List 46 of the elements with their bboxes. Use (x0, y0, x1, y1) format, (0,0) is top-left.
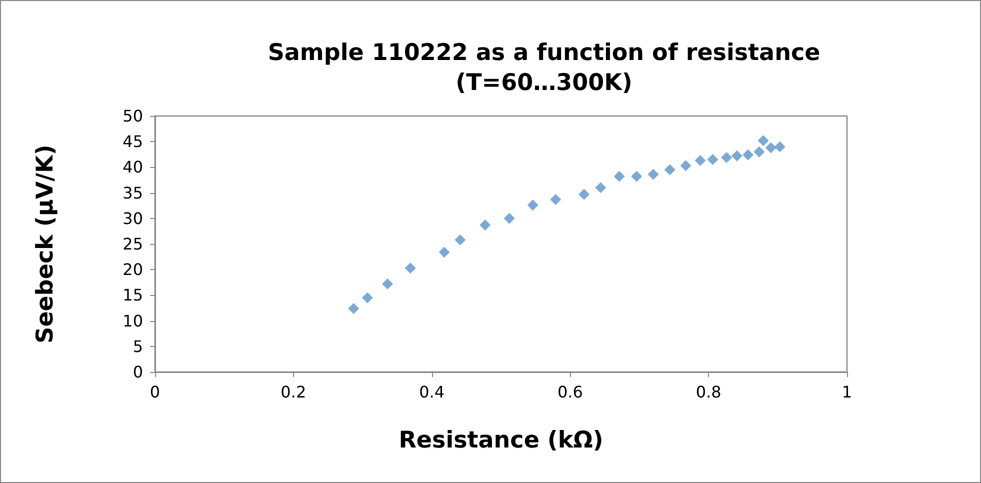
point (774, 141, 786, 152)
point (694, 155, 706, 166)
x-tick-label: 0.8 (696, 382, 722, 402)
point (504, 212, 515, 224)
point (348, 303, 360, 314)
point (648, 168, 659, 180)
point (721, 152, 732, 163)
x-tick-label: 1 (842, 382, 852, 402)
y-axis-title: Seebeck (µV/K) (32, 144, 58, 344)
point (578, 188, 590, 200)
point (438, 246, 450, 258)
point (765, 142, 776, 154)
point (454, 234, 466, 246)
point (754, 146, 765, 158)
point (631, 170, 642, 182)
x-tick-label: 0.6 (557, 382, 583, 402)
y-tick-label: 45 (122, 132, 143, 152)
y-tick-label: 30 (122, 208, 143, 228)
point (595, 182, 606, 194)
point (731, 150, 742, 162)
y-tick-label: 0 (132, 362, 143, 382)
x-tick-label: 0 (150, 382, 160, 402)
point (707, 154, 718, 166)
chart-title: Sample 110222 as a function of resistance (T=60…300K) (268, 40, 820, 96)
y-tick-label: 35 (122, 183, 143, 202)
point (758, 135, 769, 146)
y-tick-label: 25 (122, 234, 143, 254)
y-tick-label: 40 (122, 158, 143, 177)
x-axis-title: Resistance (kΩ) (398, 428, 604, 454)
x-tick-label: 0.2 (280, 382, 306, 402)
point (550, 194, 562, 205)
y-tick-label: 50 (122, 106, 143, 126)
point (614, 170, 625, 182)
y-tick-label: 20 (122, 260, 143, 280)
x-tick-label: 0.4 (419, 382, 445, 402)
point (362, 292, 373, 304)
point (664, 164, 676, 176)
y-tick-label: 10 (122, 311, 143, 330)
y-tick-label: 15 (122, 286, 143, 305)
point (527, 200, 538, 211)
point (382, 278, 394, 290)
point (480, 220, 491, 231)
y-tick-label: 5 (132, 336, 143, 356)
point (404, 262, 416, 274)
point (742, 149, 754, 160)
point (680, 160, 692, 172)
